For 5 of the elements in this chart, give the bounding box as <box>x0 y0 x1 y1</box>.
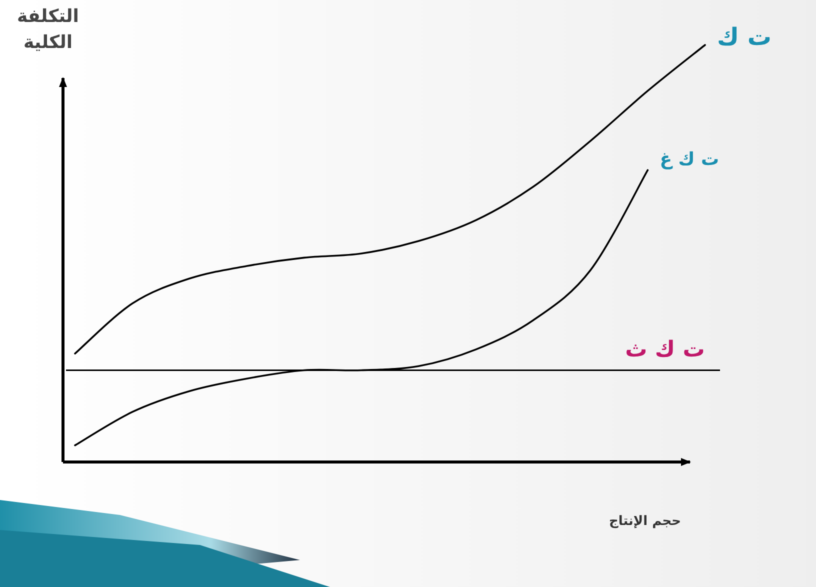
ref-line-label: ت ك ث <box>625 337 705 362</box>
series-label: ت ك غ <box>660 149 720 170</box>
x-axis-title: حجم الإنتاج <box>608 514 682 529</box>
y-axis-title: التكلفة الكلية <box>17 6 79 53</box>
series-label: ت ك <box>717 23 772 51</box>
